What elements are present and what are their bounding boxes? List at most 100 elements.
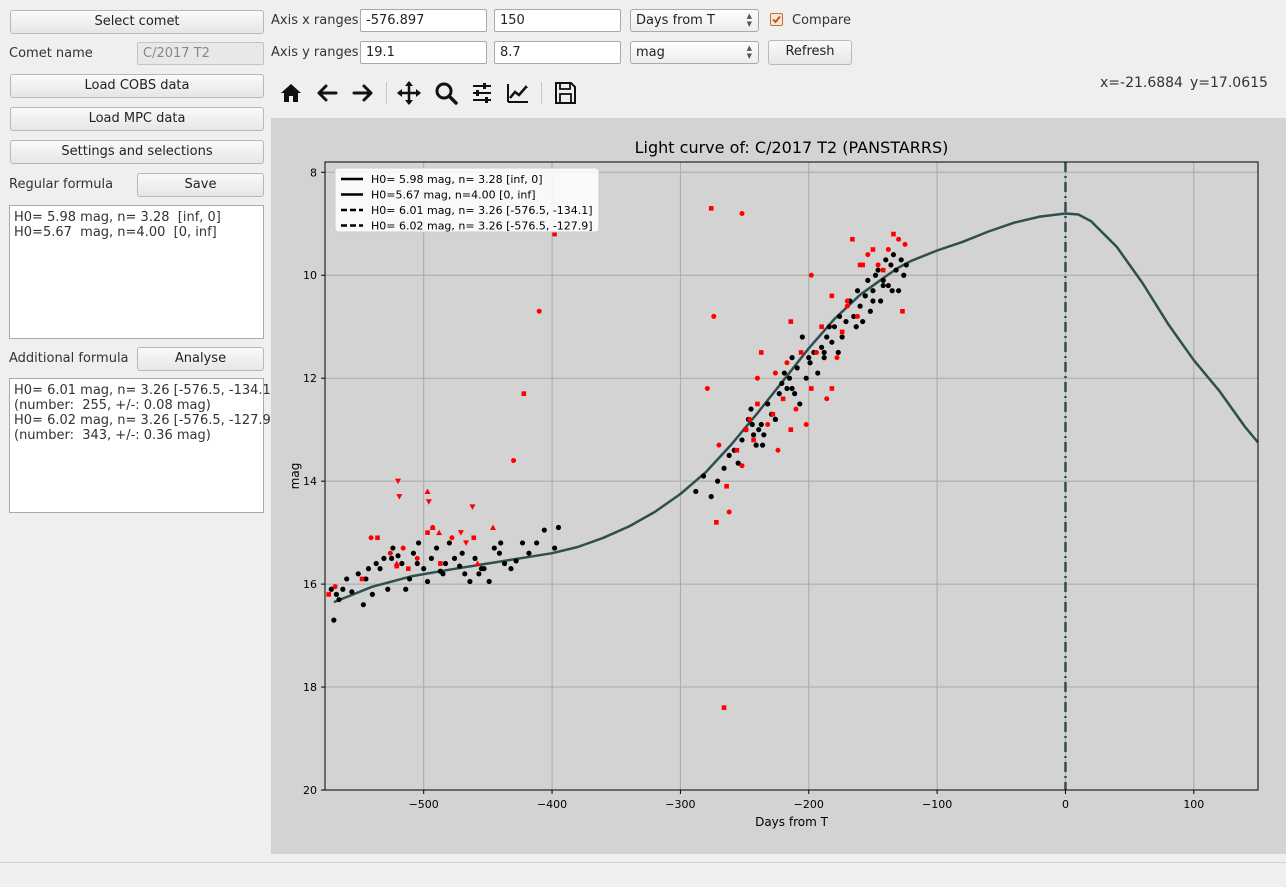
- observation-point-black: [336, 596, 342, 603]
- legend-entry-label: H0= 5.98 mag, n= 3.28 [inf, 0]: [371, 173, 543, 186]
- zoom-icon[interactable]: [433, 80, 459, 106]
- regular-formula-textbox[interactable]: H0= 5.98 mag, n= 3.28 [inf, 0] H0=5.67 m…: [9, 205, 264, 339]
- observation-point-black: [739, 437, 745, 443]
- observation-point-red: [865, 252, 871, 258]
- observation-point-red: [900, 308, 905, 314]
- forward-arrow-icon[interactable]: [350, 80, 376, 106]
- observation-point-red: [739, 210, 745, 216]
- observation-point-red: [902, 241, 908, 247]
- analyse-button[interactable]: Analyse: [137, 347, 264, 371]
- observation-point-red: [875, 262, 881, 268]
- spin-arrows-icon: ▲ ▼: [746, 44, 752, 60]
- observation-point-black: [761, 432, 767, 438]
- plot-canvas[interactable]: [271, 118, 1286, 854]
- observation-point-red: [891, 231, 896, 237]
- y-tick-label: 8: [310, 166, 317, 179]
- observation-point-black: [363, 576, 369, 582]
- additional-formula-line: (number: 255, +/-: 0.08 mag): [14, 398, 211, 413]
- observation-point-black: [390, 545, 396, 551]
- customize-icon[interactable]: [505, 80, 531, 106]
- x-min-field[interactable]: -576.897: [360, 9, 487, 32]
- observation-point-black: [381, 555, 387, 561]
- observation-point-black: [459, 550, 465, 556]
- x-ticks: −500 −400 −300 −200 −100 0 100: [409, 790, 1204, 811]
- observation-point-red: [438, 561, 443, 566]
- y-unit-value: mag: [636, 45, 665, 60]
- load-cobs-button[interactable]: Load COBS data: [10, 74, 264, 98]
- observation-point-black: [851, 313, 857, 320]
- observation-point-red: [552, 231, 557, 237]
- observation-point-black: [753, 442, 759, 448]
- observation-point-black: [854, 288, 861, 294]
- observation-point-black: [776, 391, 782, 397]
- observation-points: [326, 206, 909, 710]
- observation-point-red: [844, 303, 850, 309]
- observation-point-black: [893, 267, 899, 273]
- y-max-field[interactable]: 8.7: [494, 41, 621, 64]
- observation-point-black: [328, 586, 334, 592]
- axis-y-label: Axis y ranges: [271, 45, 359, 60]
- observation-point-red: [405, 566, 411, 571]
- settings-selections-button[interactable]: Settings and selections: [10, 140, 264, 164]
- x-unit-select[interactable]: Days from T ▲ ▼: [630, 9, 759, 32]
- legend: H0= 5.98 mag, n= 3.28 [inf, 0] H0=5.67 ma…: [334, 167, 600, 233]
- observation-point-black: [829, 339, 835, 345]
- x-unit-value: Days from T: [636, 13, 715, 28]
- observation-point-red: [896, 236, 902, 242]
- save-button[interactable]: Save: [137, 173, 264, 197]
- y-min-field[interactable]: 19.1: [360, 41, 487, 64]
- observation-point-black: [406, 576, 413, 582]
- observation-point-black: [786, 375, 793, 381]
- observation-point-black: [860, 318, 866, 325]
- observation-point-black: [513, 558, 519, 564]
- observation-point-black: [555, 524, 562, 531]
- observation-point-black: [862, 293, 868, 299]
- x-axis-label: Days from T: [755, 815, 829, 829]
- load-mpc-button[interactable]: Load MPC data: [10, 107, 264, 131]
- additional-formula-textbox[interactable]: H0= 6.01 mag, n= 3.26 [-576.5, -134.1] (…: [9, 378, 276, 513]
- observation-point-red: [798, 350, 804, 355]
- observation-point-black: [415, 540, 422, 546]
- observation-point-red: [449, 535, 455, 541]
- compare-checkbox[interactable]: [770, 13, 783, 26]
- pan-icon[interactable]: [396, 80, 422, 106]
- comet-name-field[interactable]: C/2017 T2: [137, 42, 264, 65]
- observation-point-black: [534, 540, 540, 546]
- observation-point-black: [799, 334, 805, 340]
- compare-label: Compare: [792, 13, 851, 28]
- refresh-button[interactable]: Refresh: [768, 40, 852, 65]
- regular-formula-label: Regular formula: [9, 177, 114, 192]
- observation-point-red: [724, 483, 729, 489]
- observation-point-black: [403, 586, 409, 592]
- observation-point-black: [826, 324, 832, 330]
- home-icon[interactable]: [278, 80, 304, 106]
- select-comet-button[interactable]: Select comet: [10, 10, 264, 34]
- additional-formula-label: Additional formula: [9, 351, 129, 366]
- x-tick-label: −300: [665, 798, 695, 811]
- observation-point-black: [901, 272, 907, 278]
- observation-point-black: [355, 571, 361, 577]
- observation-point-red: [711, 313, 717, 319]
- observation-triangle-up: [424, 488, 431, 494]
- observation-point-red: [824, 396, 830, 402]
- observation-point-red: [829, 293, 835, 299]
- observation-point-black: [491, 545, 497, 551]
- status-bar: [0, 862, 1286, 887]
- observation-point-black: [389, 555, 395, 561]
- observation-point-black: [839, 334, 845, 340]
- observation-point-black: [759, 442, 766, 448]
- observation-point-black: [340, 586, 346, 592]
- observation-point-red: [803, 422, 809, 428]
- observation-point-black: [806, 355, 812, 361]
- back-arrow-icon[interactable]: [314, 80, 340, 106]
- subplots-icon[interactable]: [469, 80, 495, 106]
- save-icon[interactable]: [552, 80, 578, 106]
- observation-point-black: [462, 571, 468, 577]
- y-unit-select[interactable]: mag ▲ ▼: [630, 41, 759, 64]
- observation-point-black: [428, 555, 435, 561]
- light-curve-chart[interactable]: −500 −400 −300 −200 −100 0 100 8 10 12 14 16 18 20 L…: [271, 118, 1286, 854]
- observation-point-black: [843, 318, 849, 325]
- observation-triangle-up: [474, 560, 481, 567]
- x-max-field[interactable]: 150: [494, 9, 621, 32]
- observation-point-red: [885, 247, 891, 253]
